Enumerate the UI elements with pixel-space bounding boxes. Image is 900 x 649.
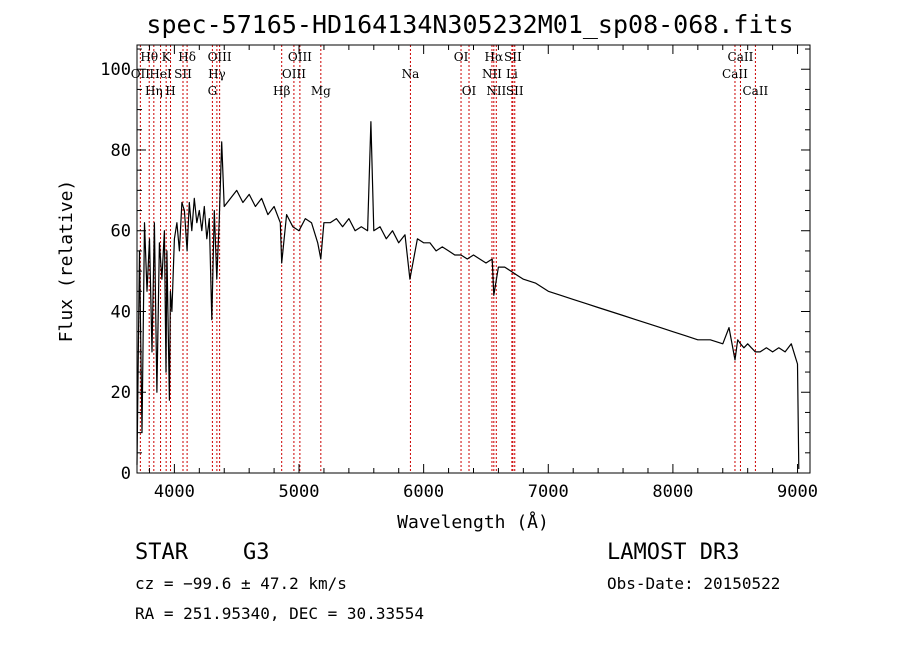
spectral-line-labels: Hθ OII Hη K HeI H Hδ SII OIII Hγ G OIII OIII Hβ Mg Na OI… <box>131 50 769 98</box>
x-tick-label: 9000 <box>777 482 818 502</box>
x-tick-label: 8000 <box>652 482 693 502</box>
spectral-line-label: Li <box>506 67 518 81</box>
spectral-line-label: SII <box>174 67 192 81</box>
spectral-line-markers <box>139 45 756 473</box>
spectral-line-label: Na <box>402 67 420 81</box>
spectral-line-label: H <box>165 84 175 98</box>
spectral-line-label: CaII <box>728 50 754 64</box>
y-tick-label: 80 <box>111 141 131 161</box>
spectral-line-label: OI <box>462 84 477 98</box>
object-subclass: G3 <box>243 540 270 565</box>
spectral-line-label: SII <box>504 50 522 64</box>
redshift-cz: cz = −99.6 ± 47.2 km/s <box>135 574 347 593</box>
y-tick-label: 100 <box>100 60 131 80</box>
y-axis-title: Flux (relative) <box>56 180 77 343</box>
y-tick-label: 40 <box>111 302 131 322</box>
spectral-line-label: Mg <box>311 84 331 98</box>
survey-name: LAMOST DR3 <box>607 540 739 565</box>
spectral-line-label: HeI <box>149 67 172 81</box>
axis-ticks: 4000 5000 6000 7000 8000 9000 0 20 40 60 80 100 <box>100 45 818 502</box>
x-tick-label: 4000 <box>154 482 195 502</box>
spectral-line-label: G <box>208 84 218 98</box>
spectral-line-label: CaII <box>722 67 748 81</box>
spectral-line-label: Hα <box>485 50 504 64</box>
x-tick-label: 5000 <box>279 482 320 502</box>
y-tick-label: 60 <box>111 222 131 242</box>
spectral-line-label: OI <box>454 50 469 64</box>
plot-frame <box>136 44 811 474</box>
spectral-line-label: NII <box>482 67 502 81</box>
spectral-line-label: CaII <box>742 84 768 98</box>
spectral-line-label: Hγ <box>208 67 226 81</box>
spectral-line-label: Hθ <box>140 50 158 64</box>
observation-date: Obs-Date: 20150522 <box>607 574 780 593</box>
spectral-line-label: OIII <box>282 67 306 81</box>
spectral-line-label: SII <box>506 84 524 98</box>
spectral-line-label: Hβ <box>273 84 290 98</box>
chart-title: spec-57165-HD164134N305232M01_sp08-068.f… <box>146 10 793 39</box>
x-tick-label: 6000 <box>403 482 444 502</box>
y-tick-label: 20 <box>111 383 131 403</box>
spectral-line-label: OIII <box>208 50 232 64</box>
x-axis-title: Wavelength (Å) <box>397 511 549 533</box>
object-class: STAR <box>135 540 189 565</box>
spectrum-series-line <box>136 121 800 470</box>
spectral-line-label: K <box>162 50 172 64</box>
x-tick-label: 7000 <box>528 482 569 502</box>
spectral-line-label: Hη <box>145 84 163 98</box>
spectral-line-label: OIII <box>288 50 312 64</box>
spectral-line-label: NII <box>486 84 506 98</box>
y-tick-label: 0 <box>121 464 131 484</box>
spectral-line-label: OII <box>131 67 151 81</box>
spectral-line-label: Hδ <box>178 50 196 64</box>
coordinates: RA = 251.95340, DEC = 30.33554 <box>135 604 424 623</box>
